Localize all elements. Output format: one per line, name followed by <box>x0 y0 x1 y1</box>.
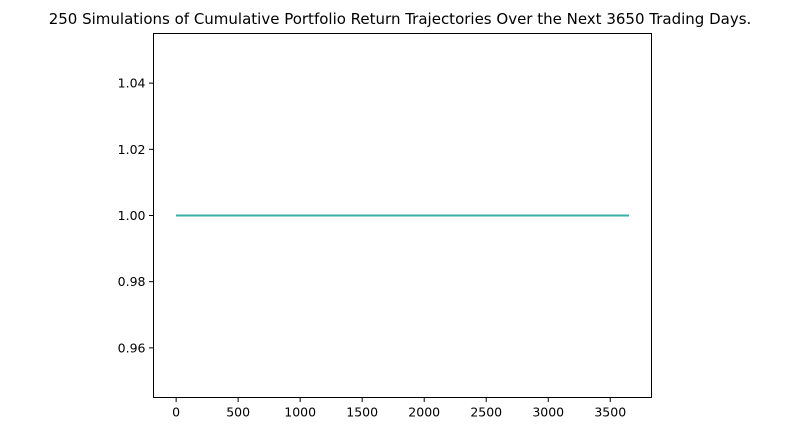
x-tick-label: 1500 <box>346 405 378 420</box>
x-axis: 0 500 1000 1500 2000 2500 3000 3500 <box>172 397 626 420</box>
x-tick-label: 0 <box>172 405 180 420</box>
y-axis: 0.96 0.98 1.00 1.02 1.04 <box>118 76 154 355</box>
x-tick-label: 3000 <box>532 405 564 420</box>
y-tick-label: 0.96 <box>118 340 146 355</box>
y-tick-label: 1.02 <box>118 142 146 157</box>
x-tick-label: 3500 <box>594 405 626 420</box>
x-tick-label: 2000 <box>408 405 440 420</box>
y-tick-label: 1.04 <box>118 76 146 91</box>
y-tick-label: 1.00 <box>118 208 146 223</box>
x-tick-label: 1000 <box>284 405 316 420</box>
y-tick-label: 0.98 <box>118 274 146 289</box>
chart-title: 250 Simulations of Cumulative Portfolio … <box>49 10 752 28</box>
x-tick-label: 2500 <box>470 405 502 420</box>
x-tick-label: 500 <box>226 405 250 420</box>
